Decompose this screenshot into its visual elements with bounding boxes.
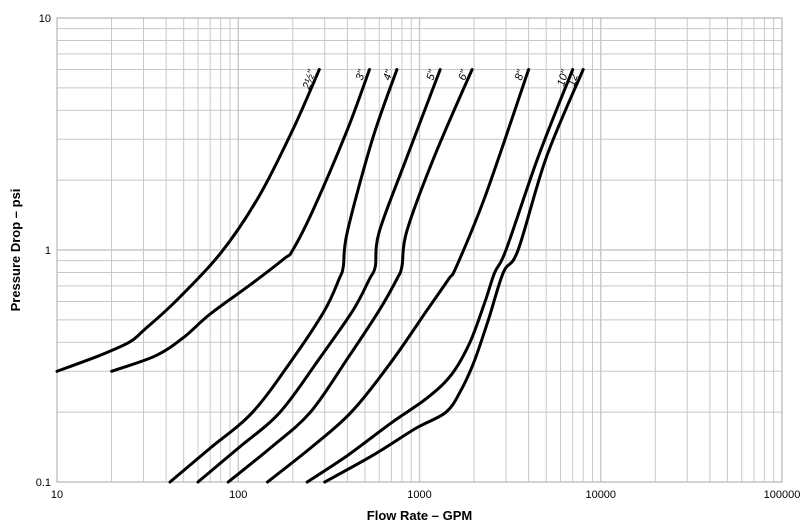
y-tick-label: 10: [39, 13, 51, 25]
series-label-8: 12": [566, 68, 583, 88]
y-axis-label: Pressure Drop – psi: [8, 189, 23, 312]
x-tick-label: 100: [229, 489, 247, 501]
y-tick-label: 0.1: [36, 477, 51, 489]
series-label-7: 10": [555, 68, 572, 88]
series-line-8: [323, 68, 585, 484]
series-line-1: [55, 68, 321, 373]
grid-lines: [56, 17, 783, 483]
x-tick-label: 10000: [585, 489, 616, 501]
plot-frame: [56, 17, 783, 483]
series-line-7: [305, 68, 575, 484]
y-tick-label: 1: [45, 245, 51, 257]
x-tick-label: 100000: [764, 489, 801, 501]
series-line-3: [168, 68, 399, 484]
series-line-2: [110, 68, 371, 373]
x-axis-label: Flow Rate – GPM: [367, 508, 472, 523]
x-tick-label: 1000: [407, 489, 431, 501]
series-line-6: [266, 68, 531, 484]
series-line-5: [226, 68, 474, 484]
series-curves: 2½" 3" 4" 5" 6" 8" 10"12": [55, 68, 585, 484]
x-tick-label: 10: [51, 489, 63, 501]
tick-labels: 10 100 1000 10000 100000 0.1 1 10: [36, 13, 801, 501]
series-line-4: [196, 68, 442, 484]
